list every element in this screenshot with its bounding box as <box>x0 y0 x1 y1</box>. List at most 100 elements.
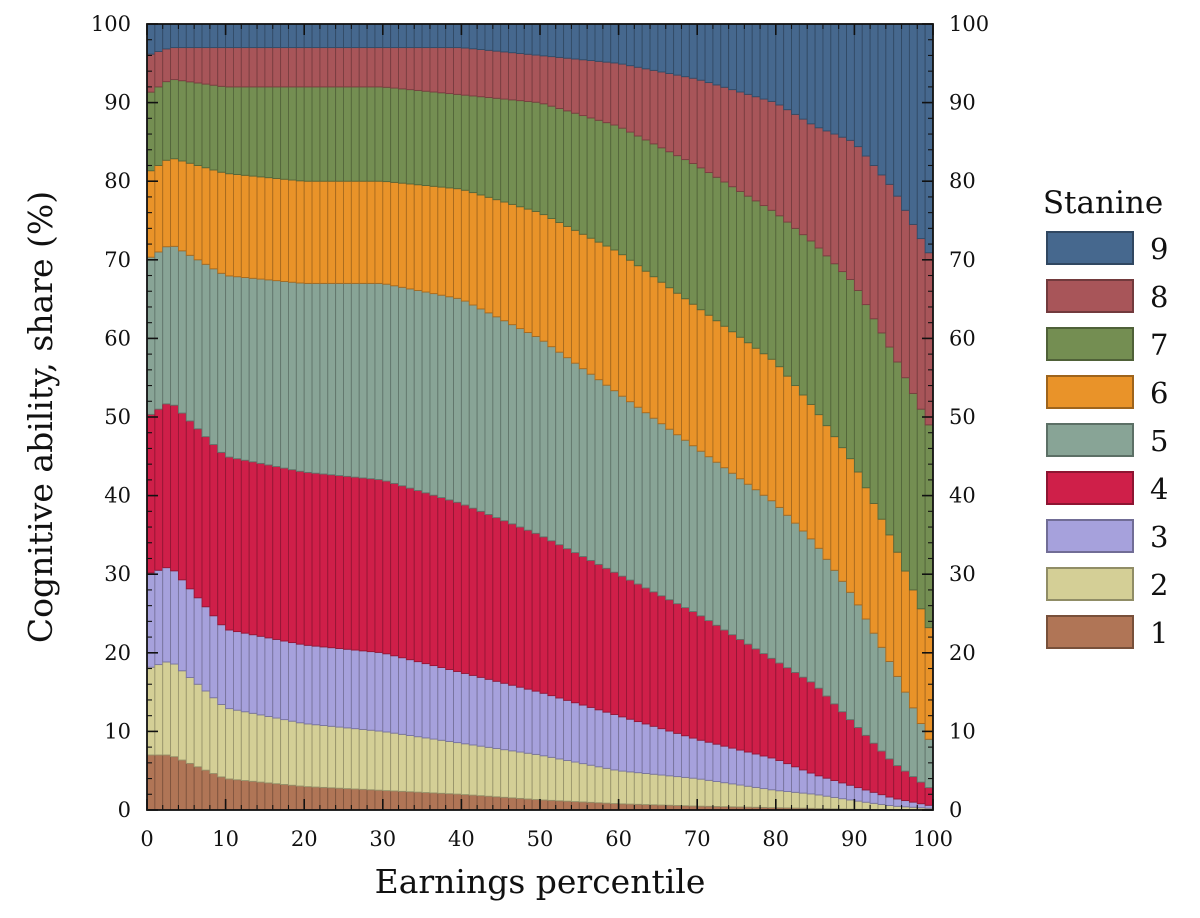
bar-segment-stanine-3 <box>555 697 565 760</box>
bar-segment-stanine-6 <box>382 181 392 285</box>
bar-segment-stanine-2 <box>861 801 871 810</box>
bar-segment-stanine-4 <box>193 428 203 599</box>
bar-segment-stanine-3 <box>696 739 706 780</box>
bar-segment-stanine-2 <box>563 760 572 802</box>
bar-segment-stanine-5 <box>484 312 494 515</box>
bar-segment-stanine-3 <box>217 624 227 705</box>
bar-segment-stanine-8 <box>908 223 918 394</box>
bar-segment-stanine-3 <box>280 640 289 721</box>
bar-segment-stanine-3 <box>484 678 494 748</box>
bar-segment-stanine-8 <box>453 47 462 95</box>
bar-segment-stanine-5 <box>460 300 470 506</box>
bar-segment-stanine-2 <box>555 758 565 802</box>
bar-segment-stanine-6 <box>217 171 227 274</box>
bar-segment-stanine-1 <box>398 790 407 811</box>
bar-segment-stanine-7 <box>233 86 242 175</box>
bar-segment-stanine-6 <box>720 325 730 469</box>
bar-segment-stanine-8 <box>295 47 305 88</box>
bar-segment-stanine-1 <box>343 788 352 811</box>
bar-segment-stanine-4 <box>728 634 737 749</box>
bar-segment-stanine-7 <box>162 81 172 161</box>
bar-segment-stanine-6 <box>177 160 187 252</box>
bar-segment-stanine-7 <box>225 86 234 175</box>
bar-segment-stanine-4 <box>201 436 211 608</box>
bar-segment-stanine-3 <box>712 743 722 782</box>
bar-segment-stanine-8 <box>806 123 816 242</box>
bar-segment-stanine-2 <box>343 727 352 790</box>
bar-segment-stanine-4 <box>814 687 824 777</box>
bar-segment-stanine-8 <box>822 130 832 257</box>
bar-segment-stanine-5 <box>539 340 549 538</box>
bar-segment-stanine-6 <box>838 447 847 582</box>
bar-segment-stanine-1 <box>311 786 321 811</box>
bar-segment-stanine-9 <box>657 23 667 73</box>
bar-segment-stanine-2 <box>405 735 415 793</box>
bar-segment-stanine-2 <box>374 730 384 791</box>
bar-segment-stanine-1 <box>539 799 549 811</box>
bar-segment-stanine-3 <box>814 775 824 796</box>
bar-segment-stanine-8 <box>366 47 376 88</box>
bar-segment-stanine-6 <box>783 375 792 516</box>
bar-segment-stanine-4 <box>327 474 337 649</box>
bar-segment-stanine-3 <box>264 637 274 717</box>
bar-segment-stanine-9 <box>783 23 792 111</box>
x-tick-label: 70 <box>684 827 711 851</box>
bar-segment-stanine-4 <box>162 403 172 569</box>
bar-segment-stanine-7 <box>421 90 431 186</box>
bar-segment-stanine-2 <box>633 772 643 805</box>
bar-segment-stanine-5 <box>288 281 297 471</box>
bar-segment-stanine-7 <box>893 361 903 553</box>
x-tick-label: 80 <box>762 827 789 851</box>
bar-segment-stanine-5 <box>264 279 274 466</box>
bar-segment-stanine-2 <box>453 742 462 795</box>
bar-segment-stanine-2 <box>626 771 635 805</box>
bar-segment-stanine-1 <box>240 780 250 811</box>
bar-segment-stanine-6 <box>681 298 690 441</box>
bar-segment-stanine-9 <box>248 23 258 49</box>
bar-segment-stanine-3 <box>170 570 179 665</box>
bar-segment-stanine-8 <box>233 47 242 88</box>
bar-segment-stanine-4 <box>602 567 612 713</box>
bar-segment-stanine-4 <box>539 536 549 694</box>
bar-segment-stanine-4 <box>649 591 659 727</box>
x-tick-label: 0 <box>140 827 153 851</box>
bar-segment-stanine-3 <box>759 755 769 790</box>
bar-segment-stanine-6 <box>193 165 203 261</box>
bar-segment-stanine-9 <box>523 23 533 55</box>
bar-segment-stanine-9 <box>217 23 227 49</box>
bar-segment-stanine-5 <box>633 406 643 585</box>
bar-segment-stanine-1 <box>602 802 612 811</box>
bar-segment-stanine-7 <box>484 97 494 198</box>
bar-segment-stanine-2 <box>185 677 195 764</box>
bar-segment-stanine-1 <box>610 803 620 811</box>
bar-segment-stanine-3 <box>641 723 651 774</box>
bar-segment-stanine-5 <box>586 373 596 561</box>
bar-segment-stanine-9 <box>767 23 777 102</box>
bar-segment-stanine-6 <box>492 199 502 318</box>
bar-segment-stanine-3 <box>240 632 250 713</box>
bar-segment-stanine-3 <box>335 648 344 728</box>
bar-segment-stanine-2 <box>335 726 344 789</box>
bar-segment-stanine-6 <box>688 303 698 447</box>
bar-segment-stanine-8 <box>838 136 847 273</box>
bar-segment-stanine-9 <box>665 23 675 74</box>
bar-segment-stanine-4 <box>146 413 156 574</box>
bar-segment-stanine-2 <box>743 785 753 808</box>
bar-segment-stanine-5 <box>838 580 847 713</box>
bar-segment-stanine-9 <box>563 23 572 59</box>
bar-segment-stanine-7 <box>429 91 439 187</box>
bar-segment-stanine-7 <box>838 271 847 449</box>
bar-segment-stanine-6 <box>885 534 895 662</box>
bar-segment-stanine-5 <box>547 346 557 542</box>
bar-segment-stanine-8 <box>657 71 667 149</box>
bar-segment-stanine-9 <box>806 23 816 125</box>
bar-segment-stanine-2 <box>775 790 785 809</box>
bar-segment-stanine-8 <box>728 89 737 188</box>
bar-segment-stanine-5 <box>217 272 227 453</box>
bar-segment-stanine-5 <box>327 282 337 476</box>
bar-segment-stanine-4 <box>225 456 234 631</box>
bar-segment-stanine-5 <box>704 456 714 622</box>
bar-segment-stanine-1 <box>618 803 627 811</box>
bar-segment-stanine-4 <box>547 540 557 697</box>
y-tick-label-right: 60 <box>949 326 976 350</box>
